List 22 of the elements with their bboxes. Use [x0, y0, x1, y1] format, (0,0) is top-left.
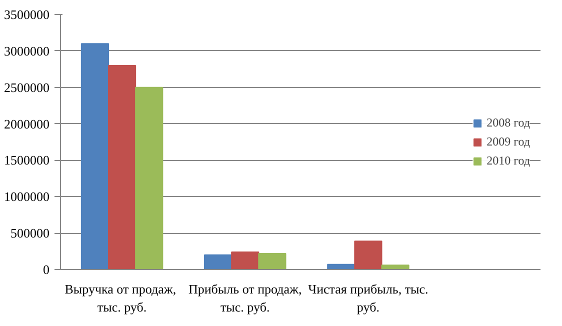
y-tick-label: 0	[43, 262, 50, 277]
bar	[204, 254, 232, 270]
bar	[108, 65, 136, 270]
legend-label: 2010 год	[486, 153, 530, 168]
bar	[80, 43, 109, 270]
y-tick-label: 2000000	[4, 116, 50, 132]
y-tick-label: 3000000	[4, 43, 50, 58]
bar	[381, 264, 410, 270]
bar	[135, 86, 164, 270]
bar	[354, 240, 382, 270]
legend-label: 2008 год	[486, 115, 530, 130]
y-tick-label: 1500000	[4, 152, 50, 168]
x-tick-label: Прибыль от продаж, тыс. руб.	[188, 282, 302, 314]
bar	[258, 252, 286, 270]
x-tick-label: Выручка от продаж, тыс. руб.	[64, 282, 176, 314]
y-tick-label: 500000	[10, 226, 50, 241]
y-tick-label: 3500000	[4, 7, 50, 22]
y-tick-label: 1000000	[4, 189, 50, 204]
bar	[231, 252, 260, 270]
x-tick-label: Чистая прибыль, тыс. руб.	[308, 282, 428, 314]
y-tick-label: 2500000	[4, 80, 50, 95]
legend-label: 2009 год	[486, 134, 530, 149]
